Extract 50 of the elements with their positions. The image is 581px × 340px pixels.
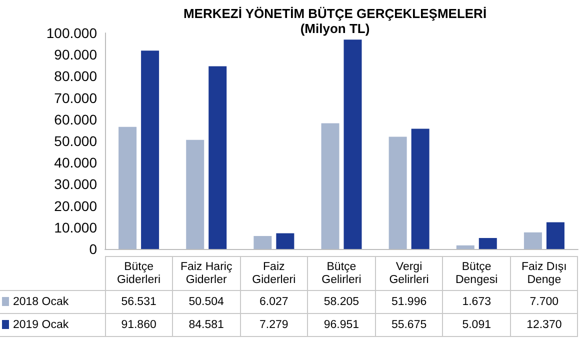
chart-subtitle: (Milyon TL) xyxy=(300,21,370,36)
bar xyxy=(321,123,340,249)
x-tick-label: Bütçe Dengesi xyxy=(442,256,510,290)
bar xyxy=(524,232,542,249)
y-tick-label: 70.000 xyxy=(54,90,98,106)
y-tick-label: 20.000 xyxy=(54,198,98,214)
y-tick-label: 40.000 xyxy=(54,154,98,171)
bar xyxy=(141,50,160,249)
bar xyxy=(478,238,497,249)
bar xyxy=(388,136,407,249)
legend-label: 2018 Ocak xyxy=(0,290,105,314)
bar xyxy=(208,66,227,249)
data-label: 58.205 xyxy=(308,290,376,314)
bar xyxy=(344,40,362,249)
data-label: 12.370 xyxy=(510,314,578,336)
data-label: 6.027 xyxy=(240,290,308,314)
bar xyxy=(254,236,272,249)
y-tick-label: 60.000 xyxy=(54,111,98,128)
y-tick-label: 80.000 xyxy=(54,68,98,84)
y-tick-label: 0 xyxy=(89,241,98,257)
data-label: 84.581 xyxy=(172,314,240,336)
bar xyxy=(186,140,204,249)
x-tick-label: Faiz Hariç Giderler xyxy=(172,256,240,290)
data-label: 51.996 xyxy=(375,290,443,314)
data-label: 55.675 xyxy=(375,314,443,336)
y-tick-label: 30.000 xyxy=(54,176,98,192)
x-tick-label: Faiz Giderleri xyxy=(240,256,308,290)
x-tick-label: Faiz Dışı Denge xyxy=(510,256,578,290)
data-label: 91.860 xyxy=(105,314,173,336)
y-tick-label: 90.000 xyxy=(54,46,98,63)
data-label: 56.531 xyxy=(105,290,173,314)
bar xyxy=(411,128,430,249)
data-label: 1.673 xyxy=(442,290,510,314)
data-label: 96.951 xyxy=(308,314,376,336)
y-tick-label: 10.000 xyxy=(54,219,98,236)
data-label: 7.700 xyxy=(510,290,578,314)
data-label: 7.279 xyxy=(240,314,308,336)
x-tick-label: Bütçe Giderleri xyxy=(105,256,173,290)
data-label: 50.504 xyxy=(172,290,240,314)
y-tick-label: 100.000 xyxy=(46,25,98,41)
chart-title: MERKEZİ YÖNETİM BÜTÇE GERÇEKLEŞMELERİ xyxy=(183,6,487,21)
y-tick-label: 50.000 xyxy=(54,133,98,149)
legend-label: 2019 Ocak xyxy=(0,314,105,336)
data-label: 5.091 xyxy=(442,314,510,336)
bar xyxy=(118,126,137,249)
bar xyxy=(546,222,564,249)
x-tick-label: Vergi Gelirleri xyxy=(375,256,443,290)
bar xyxy=(276,233,294,249)
bar xyxy=(456,245,474,249)
x-tick-label: Bütçe Gelirleri xyxy=(308,256,376,290)
